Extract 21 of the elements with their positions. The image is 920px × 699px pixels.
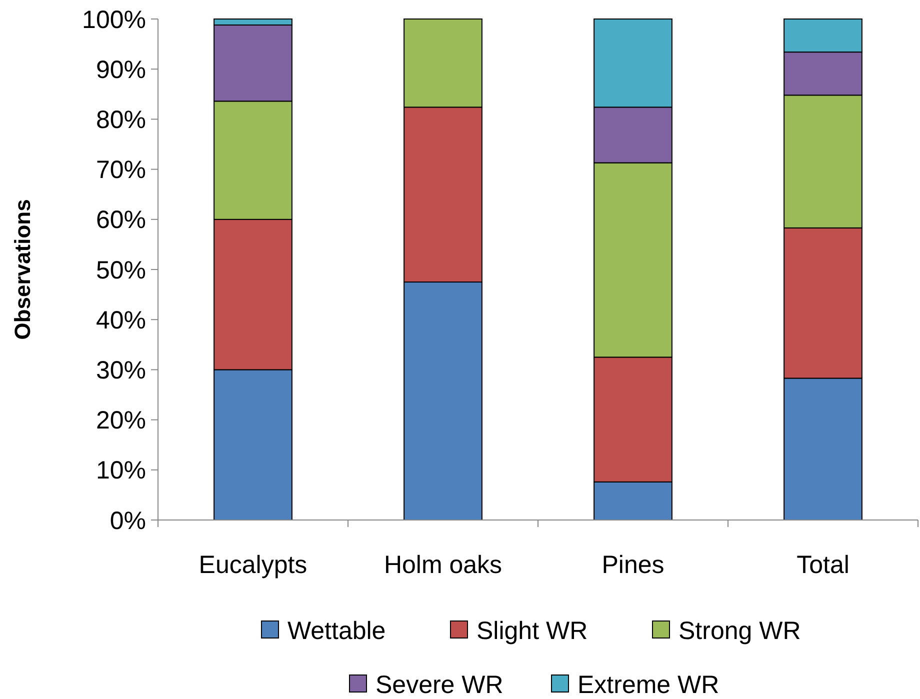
y-tick-label: 50% (96, 256, 146, 284)
legend-label: Severe WR (376, 670, 504, 699)
y-tick-label: 30% (96, 356, 146, 384)
legend-label: Slight WR (476, 616, 588, 645)
y-tick-label: 60% (96, 206, 146, 234)
y-tick-label: 100% (82, 6, 146, 34)
x-tick-label: Total (796, 551, 850, 579)
y-tick-label: 90% (96, 56, 146, 84)
y-tick-label: 20% (96, 406, 146, 435)
y-tick-label: 10% (96, 456, 146, 485)
legend-label: Extreme WR (578, 670, 720, 699)
y-tick-label: 40% (96, 306, 146, 334)
legend-label: Strong WR (678, 616, 801, 645)
y-tick-label: 0% (110, 506, 146, 535)
legend-label: Wettable (288, 616, 386, 645)
y-tick-label: 80% (96, 106, 146, 134)
y-tick-label: 70% (96, 156, 146, 184)
y-axis-title: Observations (10, 199, 35, 340)
x-tick-label: Holm oaks (384, 551, 502, 579)
x-tick-label: Pines (602, 551, 664, 579)
x-tick-label: Eucalypts (198, 551, 308, 579)
